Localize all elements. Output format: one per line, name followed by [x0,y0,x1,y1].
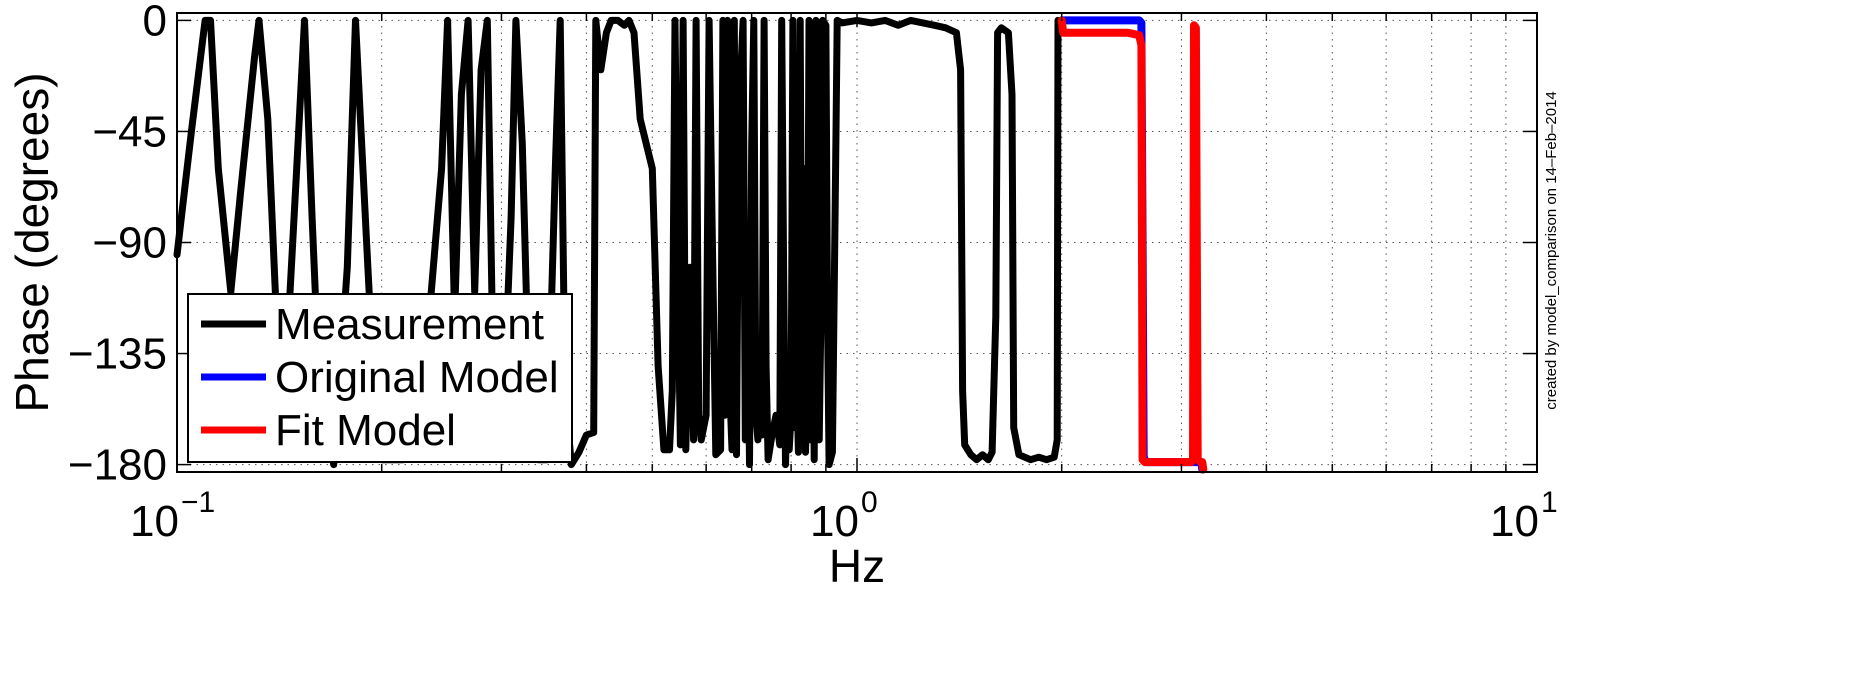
y-tick-label: −45 [92,107,167,156]
y-axis-label: Phase (degrees) [6,72,58,412]
x-tick-label-base: 10 [130,497,179,546]
x-tick-label: 10 −1 [130,486,215,546]
x-tick-label-exponent: −1 [181,486,215,519]
x-tick-label-base: 10 [810,497,859,546]
x-tick-label-base: 10 [1490,497,1539,546]
x-tick-label-exponent: 1 [1541,486,1558,519]
legend-label-fit-model: Fit Model [275,406,456,455]
x-tick-label-exponent: 0 [861,486,878,519]
series-line-fit-model [1057,16,1208,474]
series-line-measurement [173,16,1062,469]
y-tick-label: −90 [92,219,167,268]
legend-label-original-model: Original Model [275,353,559,402]
x-tick-label: 10 0 [810,486,878,546]
x-axis-label: Hz [829,540,885,592]
series-layer [173,16,1208,474]
legend: Measurement Original Model Fit Model [187,293,573,463]
creation-annotation: created by model_comparison on 14–Feb–20… [1543,91,1560,410]
x-tick-label: 10 1 [1490,486,1558,546]
y-tick-label: −180 [68,441,167,490]
axis-ticks [176,13,1538,472]
y-tick-label: −135 [68,330,167,379]
y-tick-label: 0 [143,0,167,45]
legend-label-measurement: Measurement [275,300,544,349]
